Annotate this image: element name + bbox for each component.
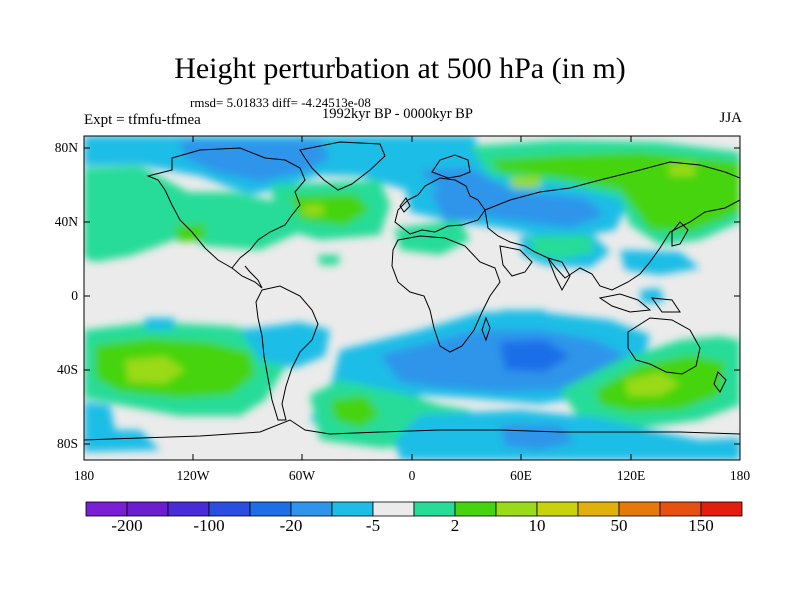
colorbar-label-m200: -200 <box>111 516 143 535</box>
new-zealand-coast <box>713 371 727 393</box>
greenland-coast <box>299 141 386 191</box>
colorbar-label-m20: -20 <box>279 516 303 535</box>
season-label: JJA <box>719 110 742 126</box>
lon-label-0: 0 <box>408 468 416 483</box>
period-label: 1992kyr BP - 0000kyr BP <box>322 106 473 122</box>
lat-label-40n: 40N <box>54 214 78 229</box>
tick-marks <box>84 136 740 460</box>
lon-label-60w: 60W <box>288 468 316 483</box>
colorbar-swatch <box>536 501 579 517</box>
europe-coast <box>394 177 486 235</box>
colorbar <box>85 501 743 517</box>
coastlines <box>84 141 740 441</box>
japan-coast <box>671 221 689 247</box>
negative-anomaly-south-pacific <box>240 322 330 368</box>
lat-label-0: 0 <box>71 288 78 303</box>
india-coast <box>547 257 571 292</box>
colorbar-label-2: 2 <box>450 516 460 535</box>
positive-anomaly-west-pacific <box>84 166 205 262</box>
south-america-coast <box>255 285 319 421</box>
colorbar-swatch <box>249 501 292 517</box>
maritime-islands-coast <box>598 293 681 313</box>
negative-anomaly-arctic-core <box>180 140 330 182</box>
negative-anomaly-east-asia <box>620 250 700 275</box>
colorbar-swatch <box>167 501 210 517</box>
colorbar-label-m5: -5 <box>365 516 381 535</box>
chart-title: Height perturbation at 500 hPa (in m) <box>174 52 626 85</box>
lat-label-40s: 40S <box>56 362 78 377</box>
colorbar-label-50: 50 <box>610 516 628 535</box>
colorbar-swatch <box>126 501 169 517</box>
lon-label-180w: 180 <box>73 468 95 483</box>
colorbar-swatch <box>454 501 497 517</box>
lat-label-80n: 80N <box>54 140 78 155</box>
lon-label-120w: 120W <box>176 468 210 483</box>
experiment-label: Expt = tfmfu-tfmea <box>84 112 201 128</box>
asia-coast <box>484 161 740 291</box>
colorbar-swatch <box>659 501 702 517</box>
colorbar-swatch <box>208 501 251 517</box>
colorbar-swatch <box>495 501 538 517</box>
lat-label-80s: 80S <box>56 436 78 451</box>
africa-coast <box>391 235 501 353</box>
arabia-coast <box>499 245 533 277</box>
colorbar-swatch <box>618 501 661 517</box>
central-america-coast <box>231 265 263 289</box>
scandinavia-coast <box>431 154 471 179</box>
madagascar-coast <box>481 316 491 342</box>
colorbar-label-150: 150 <box>688 516 714 535</box>
colorbar-swatch <box>331 501 374 517</box>
lon-label-120e: 120E <box>616 468 646 483</box>
australia-coast <box>627 317 701 375</box>
colorbar-swatch <box>700 501 743 517</box>
colorbar-label-10: 10 <box>528 516 546 535</box>
lon-label-60e: 60E <box>510 468 532 483</box>
rmsd-diff-stats: rmsd= 5.01833 diff= -4.24513e-08 <box>190 95 371 110</box>
colorbar-swatch <box>290 501 333 517</box>
colorbar-swatch <box>577 501 620 517</box>
british-isles-coast <box>399 197 411 213</box>
contour-field <box>84 136 740 460</box>
colorbar-label-m100: -100 <box>193 516 225 535</box>
colorbar-swatch <box>372 501 415 517</box>
antarctica-coast <box>84 419 740 441</box>
colorbar-swatch <box>413 501 456 517</box>
lon-label-180e: 180 <box>729 468 751 483</box>
colorbar-swatch <box>85 501 128 517</box>
north-america-coast <box>146 147 306 269</box>
